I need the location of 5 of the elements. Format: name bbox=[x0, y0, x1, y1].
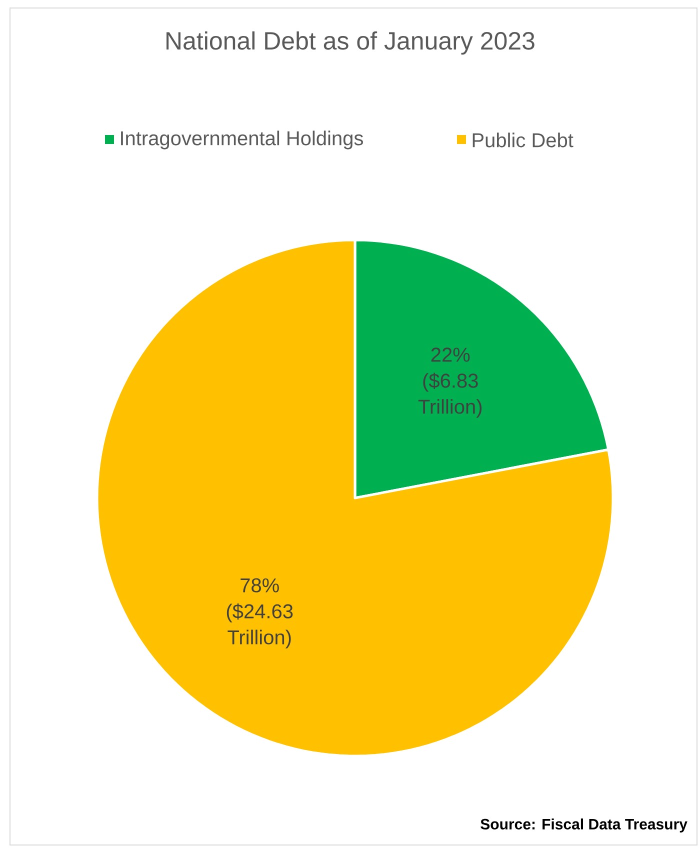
legend-label: Intragovernmental Holdings bbox=[121, 130, 363, 150]
source-note: Source: Fiscal Data Treasury bbox=[480, 818, 688, 832]
chart-title: National Debt as of January 2023 bbox=[166, 31, 534, 55]
legend-label: Public Debt bbox=[472, 132, 574, 148]
data-label: 78% ($24.63 Trillion) bbox=[226, 578, 293, 648]
